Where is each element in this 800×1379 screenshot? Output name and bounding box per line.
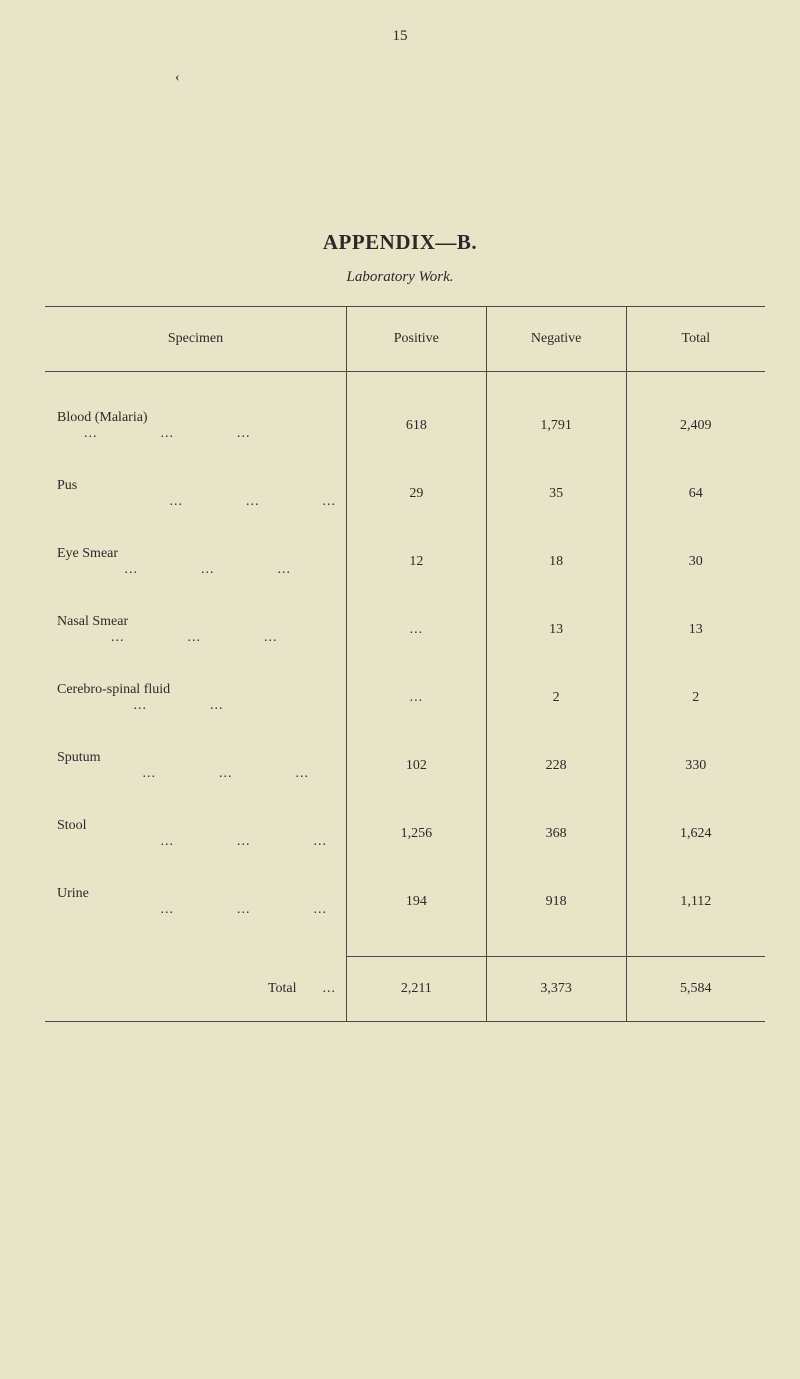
positive-cell: 1,256 [347,800,487,868]
table-row: Nasal Smear ... ... ... ... 13 13 [45,596,765,664]
specimen-name: Cerebro-spinal fluid [57,682,170,698]
table-row: Stool ... ... ... 1,256 368 1,624 [45,800,765,868]
total-label: Total [268,981,297,996]
leader-dots: ... ... ... [57,766,309,782]
appendix-subtitle: Laboratory Work. [0,269,800,286]
specimen-name: Urine [57,886,89,902]
total-header: Total [626,307,765,372]
total-negative: 3,373 [486,957,626,1022]
specimen-header: Specimen [45,307,347,372]
positive-cell: 12 [347,528,487,596]
leader-dots: ... ... ... [57,902,327,918]
total-cell: 2,409 [626,392,765,460]
table-row: Blood (Malaria) ... ... ... 618 1,791 2,… [45,392,765,460]
positive-header: Positive [347,307,487,372]
specimen-name: Eye Smear [57,546,118,562]
specimen-name: Blood (Malaria) [57,410,148,426]
specimen-name: Stool [57,818,87,834]
total-cell: 30 [626,528,765,596]
laboratory-work-table: Specimen Positive Negative Total Blood (… [45,306,765,1022]
table-row: Sputum ... ... ... 102 228 330 [45,732,765,800]
leader-dots: ... ... ... [57,494,336,510]
leader-dots: ... ... ... [57,562,291,578]
positive-cell: 618 [347,392,487,460]
positive-cell: ... [347,664,487,732]
negative-cell: 228 [486,732,626,800]
table-row: Cerebro-spinal fluid ... ... ... 2 2 [45,664,765,732]
leader-dots: ... ... ... [57,426,251,442]
negative-header: Negative [486,307,626,372]
specimen-name: Pus [57,478,77,494]
negative-cell: 2 [486,664,626,732]
spacer-row [45,372,765,393]
spacer-row [45,936,765,957]
negative-cell: 18 [486,528,626,596]
specimen-name: Nasal Smear [57,614,128,630]
negative-cell: 368 [486,800,626,868]
negative-cell: 13 [486,596,626,664]
total-total: 5,584 [626,957,765,1022]
leader-dots: ... ... ... [57,834,327,850]
table-row: Pus ... ... ... 29 35 64 [45,460,765,528]
total-cell: 2 [626,664,765,732]
positive-cell: 102 [347,732,487,800]
negative-cell: 35 [486,460,626,528]
table-row: Eye Smear ... ... ... 12 18 30 [45,528,765,596]
total-cell: 13 [626,596,765,664]
negative-cell: 918 [486,868,626,936]
total-positive: 2,211 [347,957,487,1022]
page-number: 15 [0,0,800,45]
positive-cell: 194 [347,868,487,936]
appendix-title: APPENDIX—B. [0,230,800,255]
leader-dots: ... ... [57,698,224,714]
total-row: Total ... 2,211 3,373 5,584 [45,957,765,1022]
leader-dots: ... ... ... [57,630,278,646]
total-cell: 1,112 [626,868,765,936]
quote-mark: ‹ [175,70,180,86]
positive-cell: 29 [347,460,487,528]
total-cell: 64 [626,460,765,528]
table-row: Urine ... ... ... 194 918 1,112 [45,868,765,936]
total-cell: 330 [626,732,765,800]
leader-dots: ... [300,981,336,996]
table-header-row: Specimen Positive Negative Total [45,307,765,372]
total-cell: 1,624 [626,800,765,868]
positive-cell: ... [347,596,487,664]
negative-cell: 1,791 [486,392,626,460]
specimen-name: Sputum [57,750,101,766]
